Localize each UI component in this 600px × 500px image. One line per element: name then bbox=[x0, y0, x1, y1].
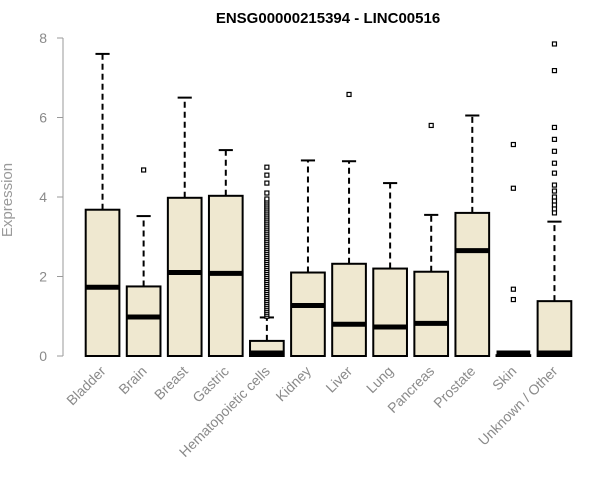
y-tick-label: 6 bbox=[39, 110, 47, 126]
x-category-label: Kidney bbox=[272, 363, 314, 405]
x-category-label: Prostate bbox=[430, 363, 478, 411]
box-liver bbox=[331, 91, 367, 357]
box-brain bbox=[125, 167, 162, 357]
outlier-point bbox=[510, 141, 516, 148]
box-bladder bbox=[84, 52, 121, 357]
box-skin bbox=[495, 141, 532, 357]
outlier-point bbox=[551, 124, 558, 131]
box-iqr bbox=[290, 271, 326, 357]
box-iqr bbox=[454, 211, 491, 357]
y-tick-label: 0 bbox=[39, 348, 47, 364]
outlier-point bbox=[551, 67, 558, 74]
y-tick-label: 8 bbox=[39, 30, 47, 46]
box-iqr bbox=[372, 267, 408, 357]
box-prostate bbox=[454, 114, 491, 357]
outlier-point bbox=[551, 41, 558, 47]
outlier-point bbox=[264, 196, 270, 202]
outlier-point bbox=[551, 160, 558, 166]
outlier-point bbox=[346, 91, 352, 98]
box-kidney bbox=[290, 159, 326, 357]
chart-title: ENSG00000215394 - LINC00516 bbox=[216, 10, 440, 27]
outlier-point bbox=[510, 286, 516, 292]
box-lung bbox=[372, 182, 408, 357]
box-iqr bbox=[413, 270, 450, 358]
outlier-point bbox=[141, 167, 147, 173]
box-iqr bbox=[166, 196, 203, 357]
y-tick-label: 2 bbox=[39, 269, 47, 285]
x-category-label: Brain bbox=[115, 363, 149, 397]
y-tick-label: 4 bbox=[39, 189, 47, 205]
outlier-point bbox=[551, 188, 558, 194]
outlier-point bbox=[264, 164, 270, 170]
outlier-point bbox=[551, 170, 558, 176]
boxes-group bbox=[84, 41, 573, 358]
outlier-point bbox=[510, 296, 516, 303]
box-breast bbox=[166, 96, 203, 357]
outlier-point bbox=[264, 190, 270, 196]
outlier-point bbox=[551, 182, 558, 188]
outlier-point bbox=[510, 185, 516, 191]
x-category-label: Lung bbox=[363, 363, 396, 396]
outlier-point bbox=[551, 136, 558, 142]
box-iqr bbox=[331, 262, 367, 357]
box-hematopoietic-cells bbox=[249, 164, 285, 357]
outlier-point bbox=[551, 148, 558, 154]
box-iqr bbox=[125, 285, 162, 357]
box-gastric bbox=[207, 149, 244, 357]
x-category-label: Breast bbox=[151, 363, 191, 403]
x-category-label: Skin bbox=[489, 363, 520, 394]
outlier-point bbox=[264, 172, 270, 178]
box-unknown-other bbox=[536, 41, 573, 357]
y-axis-label: Expression bbox=[0, 163, 16, 237]
outlier-point bbox=[264, 180, 270, 186]
x-category-label: Bladder bbox=[63, 363, 109, 409]
box-iqr bbox=[84, 208, 121, 357]
box-iqr bbox=[536, 300, 573, 357]
y-axis: 0 2 4 6 8 bbox=[39, 30, 64, 364]
box-iqr bbox=[207, 194, 244, 357]
outlier-point bbox=[551, 194, 558, 200]
outlier-point bbox=[428, 122, 434, 129]
x-category-label: Liver bbox=[322, 363, 355, 396]
box-pancreas bbox=[413, 122, 450, 358]
